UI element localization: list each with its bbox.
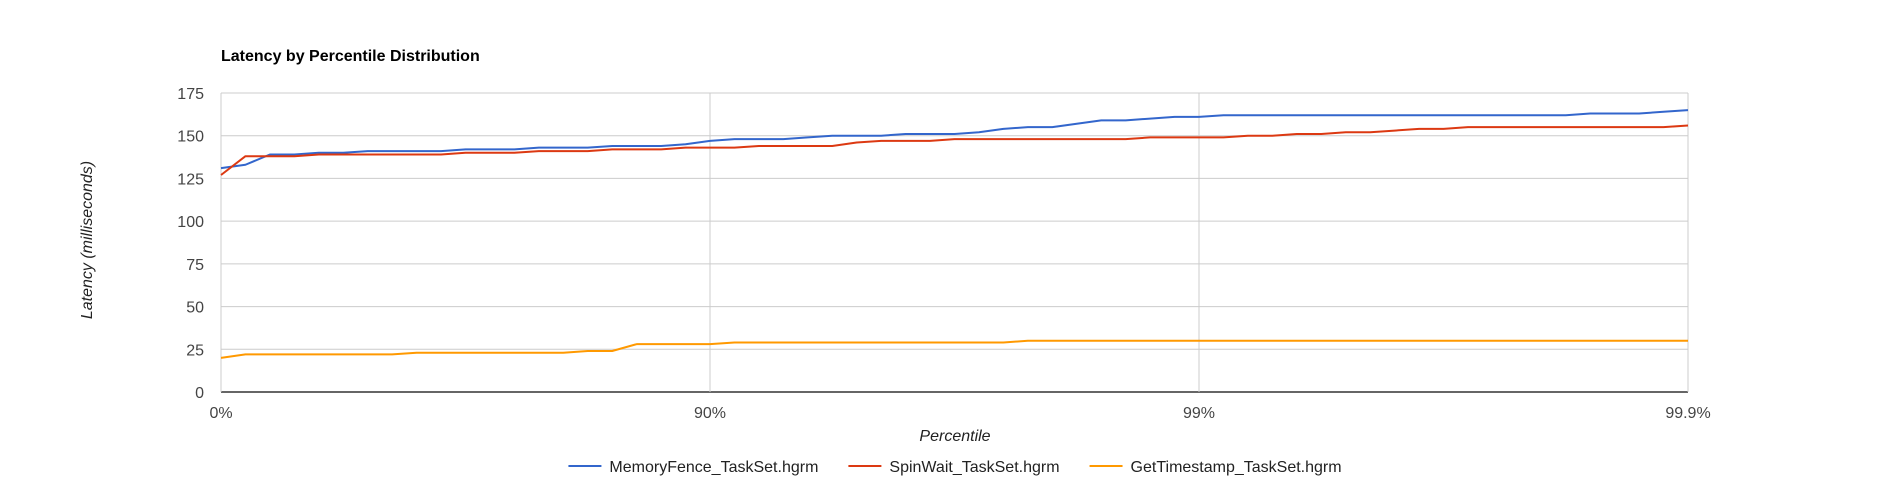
x-axis-ticks: 0% 90% 99% 99.9% [209,405,1710,422]
legend-item[interactable]: GetTimestamp_TaskSet.hgrm [1089,459,1342,476]
x-tick-label: 0% [209,405,232,422]
y-axis-ticks: 175 150 125 100 75 50 25 0 [177,86,204,402]
y-tick-label: 125 [177,171,204,188]
x-tick-label: 99% [1183,405,1215,422]
series-line-1 [220,109,1689,170]
x-tick-label: 90% [694,405,726,422]
x-axis-title: Percentile [919,428,990,445]
series-line-3 [220,339,1688,359]
y-tick-label: 100 [177,214,204,231]
y-tick-label: 75 [186,257,204,274]
y-tick-label: 0 [195,385,204,402]
y-tick-label: 25 [186,342,204,359]
y-tick-label: 150 [177,129,204,146]
legend-item[interactable]: SpinWait_TaskSet.hgrm [848,459,1060,476]
series-lines [220,109,1689,359]
gridlines [220,92,1689,393]
legend-label: SpinWait_TaskSet.hgrm [889,459,1059,476]
legend-item[interactable]: MemoryFence_TaskSet.hgrm [568,459,818,476]
legend-label: GetTimestamp_TaskSet.hgrm [1131,459,1342,476]
y-tick-label: 175 [177,86,204,103]
y-axis-title: Latency (milliseconds) [79,161,96,319]
legend-label: MemoryFence_TaskSet.hgrm [609,459,818,476]
legend[interactable]: MemoryFence_TaskSet.hgrm SpinWait_TaskSet… [568,459,1342,476]
series-line-2 [220,124,1689,176]
chart-title: Latency by Percentile Distribution [221,48,480,65]
y-tick-label: 50 [186,300,204,317]
x-tick-label: 99.9% [1665,405,1710,422]
